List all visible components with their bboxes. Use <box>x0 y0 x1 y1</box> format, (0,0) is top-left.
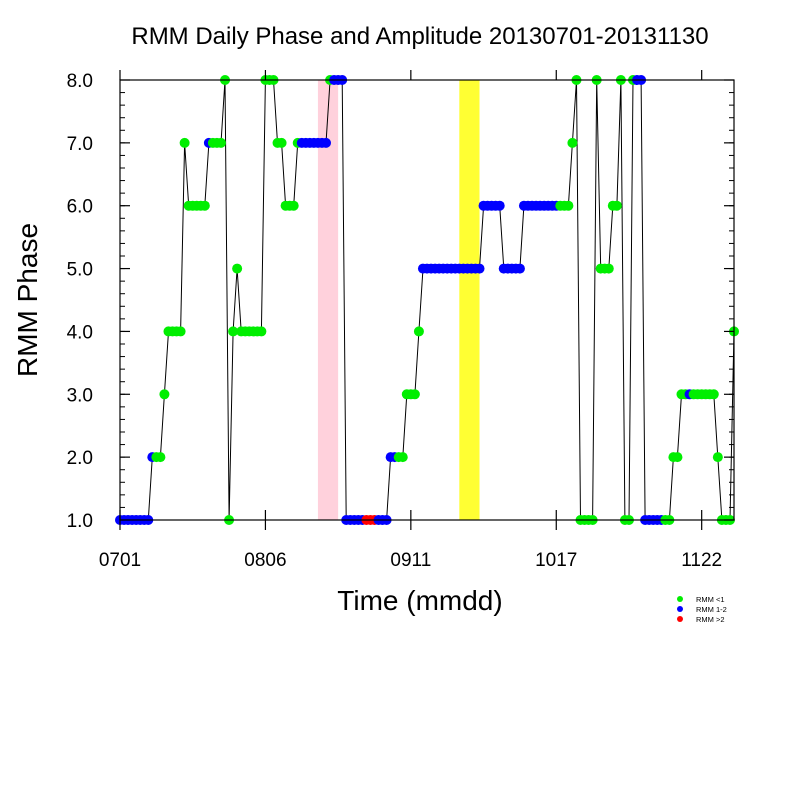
shaded-spans <box>317 80 480 520</box>
shaded-span-0 <box>317 80 339 520</box>
data-point <box>409 389 420 400</box>
legend-marker <box>677 596 683 602</box>
y-tick-label: 8.0 <box>67 71 93 92</box>
data-point <box>155 452 166 463</box>
legend-marker <box>677 606 683 612</box>
x-axis-label: Time (mmdd) <box>337 585 502 616</box>
data-point <box>276 137 287 148</box>
data-point <box>179 137 190 148</box>
y-tick-label: 4.0 <box>67 322 93 343</box>
y-axis-label: RMM Phase <box>12 223 43 377</box>
data-point <box>159 389 170 400</box>
phase-points <box>115 75 739 525</box>
shaded-span-1 <box>459 80 480 520</box>
x-axis-ticks: 0701 0806 0911 1017 1122 <box>99 70 722 571</box>
legend-label: RMM 1-2 <box>696 605 727 614</box>
data-point <box>567 137 578 148</box>
x-tick-label: 0806 <box>244 550 286 571</box>
data-point <box>232 263 243 274</box>
data-point <box>708 389 719 400</box>
legend-label: RMM <1 <box>696 595 725 604</box>
x-tick-label: 1017 <box>535 550 577 571</box>
y-tick-label: 7.0 <box>67 134 93 155</box>
y-tick-label: 1.0 <box>67 511 93 532</box>
data-point <box>397 452 408 463</box>
data-point <box>321 137 332 148</box>
data-point <box>199 200 210 211</box>
data-point <box>474 263 485 274</box>
data-point <box>413 326 424 337</box>
y-tick-label: 2.0 <box>67 448 93 469</box>
data-point <box>514 263 525 274</box>
plot-frame <box>119 79 735 521</box>
data-point <box>494 200 505 211</box>
x-tick-label: 0701 <box>99 550 141 571</box>
data-point <box>215 137 226 148</box>
data-point <box>603 263 614 274</box>
y-tick-label: 5.0 <box>67 260 93 281</box>
data-point <box>672 452 683 463</box>
data-point <box>563 200 574 211</box>
legend-label: RMM >2 <box>696 615 725 624</box>
data-point <box>288 200 299 211</box>
y-tick-label: 6.0 <box>67 197 93 218</box>
legend-marker <box>677 616 683 622</box>
data-point <box>611 200 622 211</box>
data-point <box>256 326 267 337</box>
chart-title: RMM Daily Phase and Amplitude 20130701-2… <box>131 23 708 50</box>
data-point <box>228 326 239 337</box>
y-axis-ticks: 1.0 2.0 3.0 4.0 5.0 6.0 7.0 8.0 <box>67 71 734 532</box>
x-tick-label: 1122 <box>681 550 722 571</box>
data-point <box>712 452 723 463</box>
x-tick-label: 0911 <box>390 550 431 571</box>
y-tick-label: 3.0 <box>67 385 93 406</box>
data-point <box>175 326 186 337</box>
